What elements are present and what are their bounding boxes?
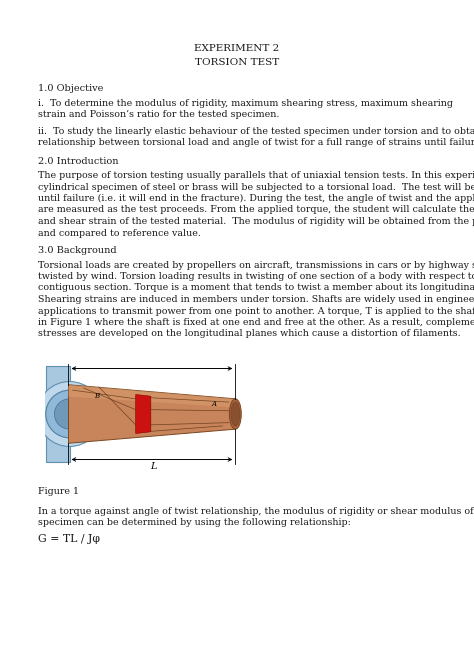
Text: applications to transmit power from one point to another. A torque, T is applied: applications to transmit power from one … bbox=[38, 306, 474, 316]
Circle shape bbox=[46, 390, 93, 438]
Text: are measured as the test proceeds. From the applied torque, the student will cal: are measured as the test proceeds. From … bbox=[38, 206, 474, 214]
Polygon shape bbox=[69, 385, 235, 407]
Text: L: L bbox=[150, 462, 156, 471]
Ellipse shape bbox=[231, 402, 240, 426]
Ellipse shape bbox=[229, 399, 241, 429]
Text: 1.0 Objective: 1.0 Objective bbox=[38, 84, 103, 93]
Polygon shape bbox=[136, 395, 151, 433]
Text: 2.0 Introduction: 2.0 Introduction bbox=[38, 157, 118, 165]
Text: cylindrical specimen of steel or brass will be subjected to a torsional load.  T: cylindrical specimen of steel or brass w… bbox=[38, 182, 474, 192]
Text: specimen can be determined by using the following relationship:: specimen can be determined by using the … bbox=[38, 518, 351, 527]
Text: TORSION TEST: TORSION TEST bbox=[195, 58, 279, 67]
Text: B: B bbox=[94, 391, 99, 399]
Text: In a torque against angle of twist relationship, the modulus of rigidity or shea: In a torque against angle of twist relat… bbox=[38, 507, 474, 515]
Text: stresses are developed on the longitudinal planes which cause a distortion of fi: stresses are developed on the longitudin… bbox=[38, 330, 461, 338]
Text: relationship between torsional load and angle of twist for a full range of strai: relationship between torsional load and … bbox=[38, 138, 474, 147]
Circle shape bbox=[37, 381, 102, 446]
Text: and shear strain of the tested material.  The modulus of rigidity will be obtain: and shear strain of the tested material.… bbox=[38, 217, 474, 226]
Text: A: A bbox=[211, 400, 216, 408]
Text: strain and Poisson’s ratio for the tested specimen.: strain and Poisson’s ratio for the teste… bbox=[38, 110, 279, 119]
Text: and compared to reference value.: and compared to reference value. bbox=[38, 228, 201, 237]
Text: Torsional loads are created by propellers on aircraft, transmissions in cars or : Torsional loads are created by propeller… bbox=[38, 261, 474, 269]
Text: Shearing strains are induced in members under torsion. Shafts are widely used in: Shearing strains are induced in members … bbox=[38, 295, 474, 304]
Text: 3.0 Background: 3.0 Background bbox=[38, 246, 117, 255]
Text: i.  To determine the modulus of rigidity, maximum shearing stress, maximum shear: i. To determine the modulus of rigidity,… bbox=[38, 98, 453, 107]
FancyBboxPatch shape bbox=[46, 366, 70, 462]
Polygon shape bbox=[69, 385, 235, 444]
Circle shape bbox=[55, 399, 85, 429]
Text: contiguous section. Torque is a moment that tends to twist a member about its lo: contiguous section. Torque is a moment t… bbox=[38, 283, 474, 293]
Text: twisted by wind. Torsion loading results in twisting of one section of a body wi: twisted by wind. Torsion loading results… bbox=[38, 272, 474, 281]
Text: Figure 1: Figure 1 bbox=[38, 487, 79, 496]
Text: EXPERIMENT 2: EXPERIMENT 2 bbox=[194, 44, 280, 53]
Text: G = TL / Jφ: G = TL / Jφ bbox=[38, 535, 100, 545]
Text: ii.  To study the linearly elastic behaviour of the tested specimen under torsio: ii. To study the linearly elastic behavi… bbox=[38, 127, 474, 135]
Text: The purpose of torsion testing usually parallels that of uniaxial tension tests.: The purpose of torsion testing usually p… bbox=[38, 171, 474, 180]
Text: in Figure 1 where the shaft is fixed at one end and free at the other. As a resu: in Figure 1 where the shaft is fixed at … bbox=[38, 318, 474, 327]
Text: until failure (i.e. it will end in the fracture). During the test, the angle of : until failure (i.e. it will end in the f… bbox=[38, 194, 474, 203]
